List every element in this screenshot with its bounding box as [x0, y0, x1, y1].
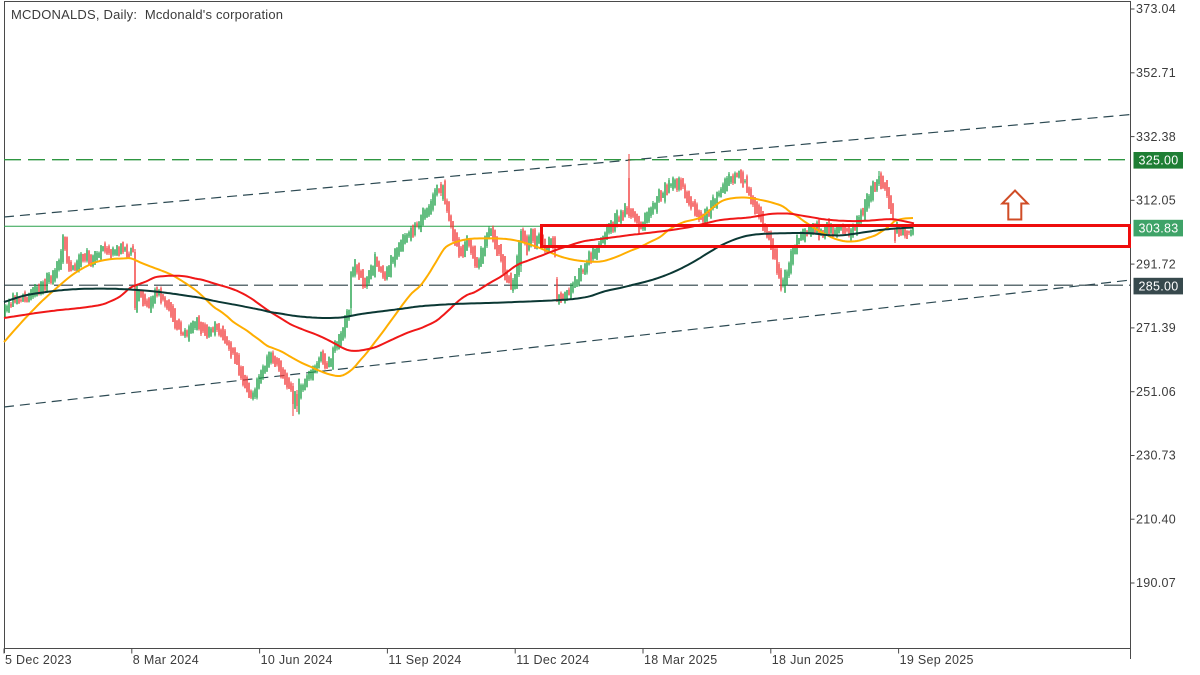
svg-text:19 Sep 2025: 19 Sep 2025	[900, 653, 974, 667]
svg-text:332.38: 332.38	[1136, 130, 1176, 144]
svg-text:271.39: 271.39	[1136, 321, 1176, 335]
svg-text:190.07: 190.07	[1136, 576, 1176, 590]
svg-text:291.72: 291.72	[1136, 257, 1176, 271]
svg-text:251.06: 251.06	[1136, 385, 1176, 399]
svg-text:5 Dec 2023: 5 Dec 2023	[5, 653, 72, 667]
svg-text:18 Jun 2025: 18 Jun 2025	[772, 653, 844, 667]
svg-text:352.71: 352.71	[1136, 66, 1176, 80]
svg-text:8 Mar 2024: 8 Mar 2024	[133, 653, 199, 667]
svg-text:11 Dec 2024: 11 Dec 2024	[516, 653, 589, 667]
svg-text:10 Jun 2024: 10 Jun 2024	[261, 653, 333, 667]
svg-text:325.00: 325.00	[1139, 154, 1179, 168]
svg-text:MCDONALDS, Daily: Mcdonald's: MCDONALDS, Daily: Mcdonald's corporation	[11, 7, 283, 22]
svg-text:285.00: 285.00	[1139, 280, 1179, 294]
svg-text:210.40: 210.40	[1136, 512, 1176, 526]
svg-text:303.83: 303.83	[1139, 222, 1179, 236]
svg-text:373.04: 373.04	[1136, 2, 1176, 16]
svg-text:18 Mar 2025: 18 Mar 2025	[644, 653, 717, 667]
svg-text:230.73: 230.73	[1136, 449, 1176, 463]
svg-text:11 Sep 2024: 11 Sep 2024	[388, 653, 461, 667]
svg-text:312.05: 312.05	[1136, 194, 1176, 208]
